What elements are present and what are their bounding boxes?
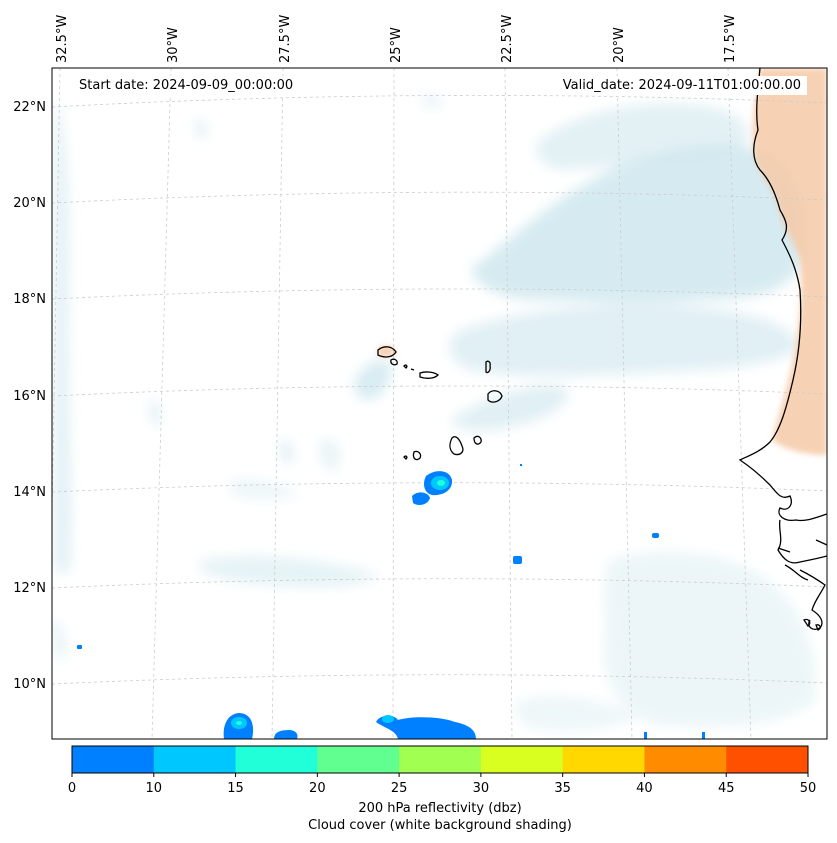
reflectivity-cell	[652, 533, 659, 538]
colorbar-segments	[72, 746, 809, 773]
valid-date-label: Valid_date: 2024-09-11T01:00:00.00	[556, 76, 807, 95]
lat-tick-label: 14°N	[13, 485, 46, 500]
colorbar-tick-label: 45	[718, 781, 735, 796]
lon-tick-label: 27.5°W	[278, 15, 293, 63]
lat-tick-label: 18°N	[13, 292, 46, 307]
reflectivity-cell	[274, 730, 298, 739]
colorbar-tick-label: 15	[227, 781, 244, 796]
colorbar-ticks: 0 10 15 20 25 30 35 40 45 50	[68, 773, 816, 796]
start-date-label: Start date: 2024-09-09_00:00:00	[73, 76, 300, 95]
lon-tick-label: 22.5°W	[500, 15, 515, 63]
colorbar-subtitle: Cloud cover (white background shading)	[308, 818, 572, 833]
lon-tick-label: 17.5°W	[723, 15, 738, 63]
colorbar-segment	[726, 746, 809, 773]
reflectivity-cell	[702, 732, 705, 739]
colorbar-tick-label: 20	[309, 781, 326, 796]
colorbar-tick-label: 10	[146, 781, 163, 796]
lon-tick-label: 30°W	[166, 27, 181, 63]
lat-tick-label: 20°N	[13, 196, 46, 211]
colorbar-segment	[317, 746, 400, 773]
colorbar-title: 200 hPa reflectivity (dbz)	[358, 801, 522, 816]
colorbar-tick-label: 50	[800, 781, 817, 796]
colorbar-tick-label: 40	[636, 781, 653, 796]
reflectivity-cell	[644, 732, 647, 739]
reflectivity-cell	[520, 464, 522, 466]
reflectivity-cell	[513, 556, 522, 564]
colorbar-segment	[153, 746, 237, 773]
colorbar-segment	[562, 746, 645, 773]
cloud-cover-shading	[52, 94, 816, 732]
map-border	[51, 67, 828, 740]
lon-tick-label: 32.5°W	[55, 15, 70, 63]
lat-tick-label: 12°N	[13, 581, 46, 596]
colorbar-segment	[480, 746, 564, 773]
colorbar-tick-label: 30	[473, 781, 490, 796]
reflectivity-cell	[376, 715, 476, 739]
colorbar-tick-label: 25	[391, 781, 408, 796]
latitude-ticks: 22°N 20°N 18°N 16°N 14°N 12°N 10°N	[13, 100, 46, 692]
colorbar-segment	[399, 746, 482, 773]
graticule	[52, 68, 827, 739]
colorbar-segment	[235, 746, 318, 773]
lat-tick-label: 22°N	[13, 100, 46, 115]
lat-tick-label: 10°N	[13, 677, 46, 692]
colorbar-segment	[644, 746, 727, 773]
reflectivity-cell	[236, 721, 242, 725]
reflectivity-cells	[77, 464, 705, 739]
colorbar-border	[71, 745, 809, 774]
reflectivity-cell	[437, 480, 445, 486]
lon-tick-label: 20°W	[612, 27, 627, 63]
reflectivity-cell	[412, 492, 430, 506]
longitude-ticks: 32.5°W 30°W 27.5°W 25°W 22.5°W 20°W 17.5…	[55, 15, 738, 63]
reflectivity-cell	[77, 645, 82, 649]
colorbar-tick-label: 0	[68, 781, 76, 796]
coastlines	[377, 68, 827, 631]
colorbar-segment	[72, 746, 155, 773]
reflectivity-cell	[382, 715, 394, 723]
lat-tick-label: 16°N	[13, 389, 46, 404]
lon-tick-label: 25°W	[389, 27, 404, 63]
colorbar: 0 10 15 20 25 30 35 40 45 50	[68, 745, 816, 796]
colorbar-tick-label: 35	[554, 781, 571, 796]
